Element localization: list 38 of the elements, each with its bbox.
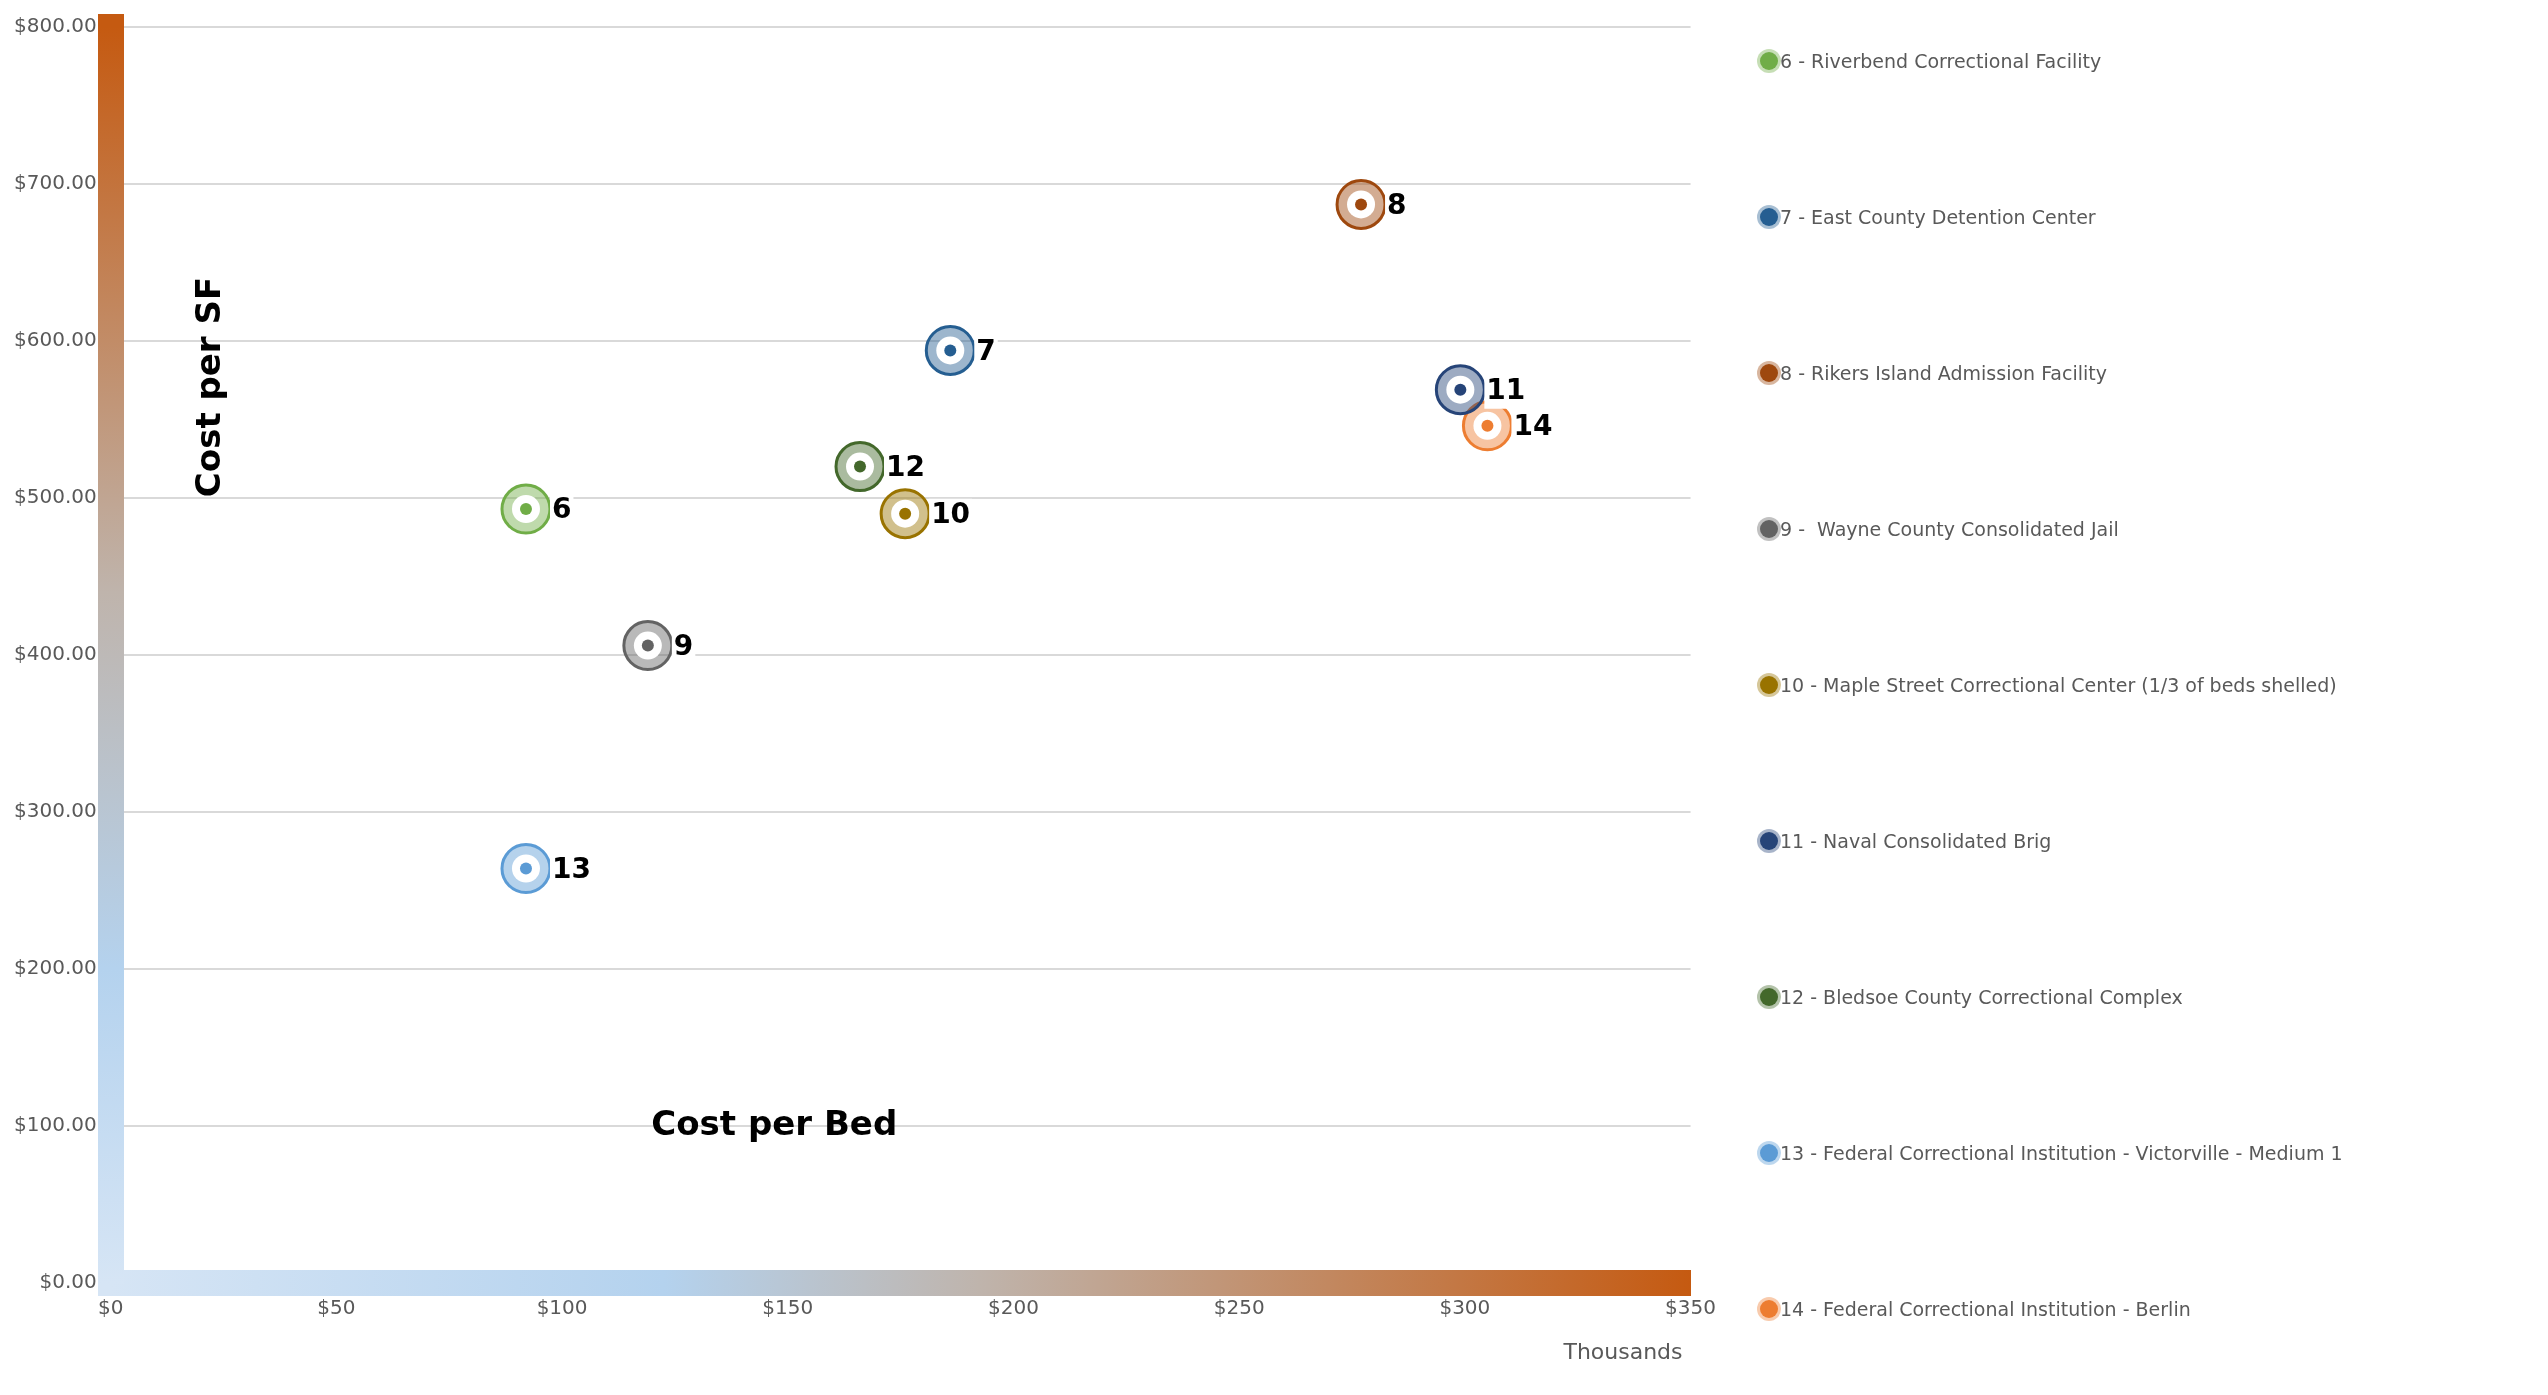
annotation: 11: [1486, 372, 1526, 406]
legend-label: 13 - Federal Correctional Institution - Victorville - Medium 1: [1780, 1142, 2343, 1164]
legend-label: 8 - Rikers Island Admission Facility: [1780, 362, 2107, 384]
annotation: 13: [551, 851, 591, 885]
legend-label: 10 - Maple Street Correctional Center (1/3 of beds shelled): [1780, 674, 2337, 696]
legend-label: 11 - Naval Consolidated Brig: [1780, 830, 2052, 852]
annotation: 14: [1513, 409, 1553, 443]
x-tick-label: $350: [1665, 1295, 1716, 1320]
annotation: 12: [886, 449, 925, 483]
x-axis-title: Cost per Bed: [651, 1102, 898, 1143]
legend-label: 12 - Bledsoe County Correctional Complex: [1780, 986, 2183, 1008]
y-tick-label: $400.00: [13, 641, 97, 666]
legend-label: 6 - Riverbend Correctional Facility: [1780, 50, 2102, 72]
legend-label: 7 - East County Detention Center: [1780, 206, 2096, 228]
y-tick-label: $800.00: [13, 13, 97, 38]
annotation: 7: [976, 333, 996, 367]
y-tick-label: $100.00: [13, 1112, 97, 1137]
x-tick-label: $0: [97, 1295, 124, 1320]
annotation: 9: [673, 628, 694, 662]
annotation: 8: [1387, 187, 1407, 221]
annotation: 10: [931, 496, 971, 530]
y-tick-label: $0.00: [39, 1269, 97, 1294]
legend-label: 14 - Federal Correctional Institution - Berlin: [1780, 1298, 2191, 1320]
x-tick-label: $150: [762, 1295, 814, 1320]
y-tick-label: $500.00: [13, 484, 97, 509]
x-tick-label: $100: [536, 1295, 588, 1320]
x-tick-label: $250: [1213, 1295, 1265, 1320]
legend-label: 9 - Wayne County Consolidated Jail: [1780, 518, 2119, 540]
x-tick-label: $300: [1439, 1295, 1491, 1320]
y-tick-label: $300.00: [13, 798, 97, 823]
annotation: 6: [551, 492, 572, 526]
x-tick-label: $50: [317, 1295, 356, 1320]
y-tick-label: $700.00: [13, 170, 97, 195]
text: Thousands: [1562, 1338, 1683, 1364]
y-axis-title: Cost per SF: [187, 276, 228, 498]
y-tick-label: $200.00: [13, 955, 97, 980]
x-tick-label: $200: [988, 1295, 1039, 1320]
y-tick-label: $600.00: [13, 327, 97, 352]
